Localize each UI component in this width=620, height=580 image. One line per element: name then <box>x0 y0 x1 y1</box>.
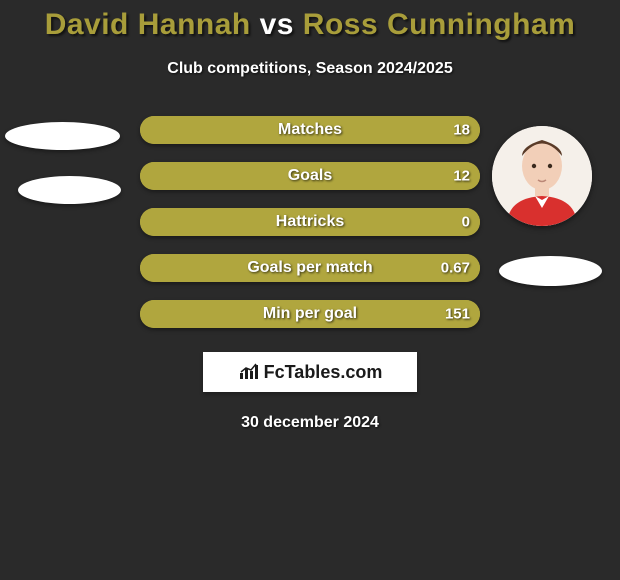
stat-row: Hattricks 0 <box>140 208 480 236</box>
stat-row: Goals per match 0.67 <box>140 254 480 282</box>
player2-avatar <box>492 126 592 226</box>
stat-label: Goals <box>288 167 332 185</box>
decoration-ellipse <box>5 122 120 150</box>
stat-value-right: 12 <box>453 168 470 185</box>
player2-name: Ross Cunningham <box>303 8 576 41</box>
snapshot-date: 30 december 2024 <box>0 414 620 432</box>
decoration-ellipse <box>499 256 602 286</box>
stat-value-right: 18 <box>453 122 470 139</box>
stat-label: Hattricks <box>276 213 344 231</box>
decoration-ellipse <box>18 176 121 204</box>
stat-label: Goals per match <box>247 259 372 277</box>
stat-value-right: 151 <box>445 306 470 323</box>
stat-label: Matches <box>278 121 342 139</box>
stat-row: Goals 12 <box>140 162 480 190</box>
logo-text: FcTables.com <box>264 362 383 383</box>
stat-value-right: 0 <box>462 214 470 231</box>
stats-bars: Matches 18 Goals 12 Hattricks 0 Goals per matc… <box>140 116 480 328</box>
bar-chart-icon <box>238 363 260 381</box>
vs-label: vs <box>260 8 294 41</box>
stat-value-right: 0.67 <box>441 260 470 277</box>
stat-label: Min per goal <box>263 305 357 323</box>
stat-row: Matches 18 <box>140 116 480 144</box>
comparison-title: David Hannah vs Ross Cunningham <box>0 8 620 42</box>
stat-row: Min per goal 151 <box>140 300 480 328</box>
player1-name: David Hannah <box>45 8 251 41</box>
season-subtitle: Club competitions, Season 2024/2025 <box>0 60 620 78</box>
logo-box: FcTables.com <box>203 352 417 392</box>
